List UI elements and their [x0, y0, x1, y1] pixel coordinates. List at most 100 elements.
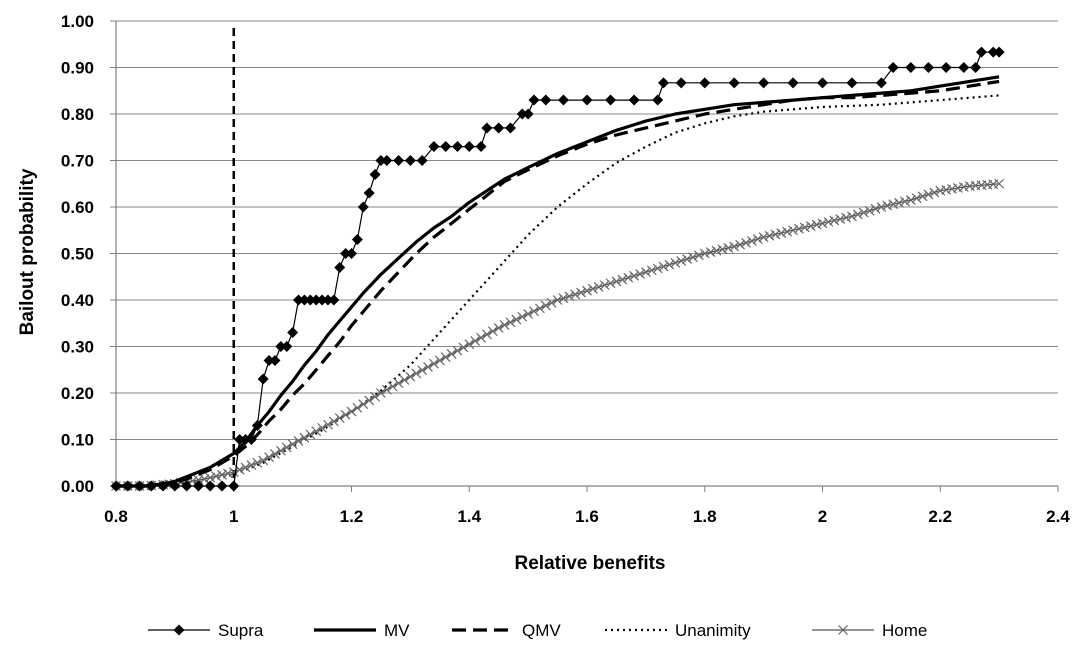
legend-label-home: Home [882, 621, 927, 640]
data-point-x [376, 388, 386, 398]
data-point-diamond [322, 294, 334, 306]
data-point-diamond [204, 480, 216, 492]
data-point-diamond [298, 294, 310, 306]
data-point-diamond [287, 327, 299, 339]
data-point-x [570, 289, 581, 300]
data-point-x [788, 225, 798, 236]
data-point-x [676, 256, 687, 266]
data-point-diamond [346, 248, 357, 259]
data-point-diamond [251, 420, 263, 432]
data-point-x [458, 342, 469, 353]
data-point-x [664, 259, 675, 270]
data-point-x [246, 460, 257, 470]
data-point-diamond [310, 294, 322, 306]
legend-item-mv: MV [314, 621, 410, 640]
data-point-diamond [728, 77, 740, 89]
data-point-diamond [263, 354, 275, 366]
y-axis-title: Bailout probability [17, 168, 38, 335]
data-point-x [864, 205, 875, 216]
data-point-x [228, 467, 239, 477]
data-point-x [994, 178, 1005, 189]
data-point-x [511, 314, 522, 325]
data-point-x [446, 349, 457, 359]
data-point-x [623, 272, 634, 283]
y-tick-label: 0.70 [61, 152, 94, 171]
data-point-diamond [122, 480, 134, 492]
data-point-x [741, 237, 751, 248]
data-point-x [222, 468, 233, 479]
y-tick-label: 0.50 [61, 245, 94, 264]
data-point-x [252, 457, 263, 468]
data-point-x [635, 269, 645, 279]
data-point-diamond [328, 294, 340, 306]
data-point-diamond [875, 77, 887, 89]
data-point-diamond [134, 480, 146, 492]
data-point-x [323, 419, 333, 430]
data-point-x [911, 193, 922, 204]
data-point-x [440, 352, 451, 363]
data-point-diamond [428, 141, 440, 153]
legend-item-qmv: QMV [452, 621, 561, 640]
data-point-x [499, 320, 510, 331]
legend-label-supra: Supra [218, 621, 264, 640]
data-point-x [217, 469, 227, 480]
x-tick-label: 1 [229, 507, 238, 526]
data-point-diamond [493, 122, 505, 134]
data-point-x [829, 215, 840, 226]
data-point-x [888, 199, 899, 210]
data-point-diamond [451, 141, 463, 153]
tick-labels: 0.00 0.10 0.20 0.30 0.40 0.50 0.60 0.70 0.80 0.90… [61, 12, 1070, 526]
data-point-diamond [245, 434, 257, 445]
data-point-x [646, 265, 657, 276]
y-tick-label: 0.30 [61, 338, 94, 357]
data-point-x [405, 371, 416, 382]
data-point-diamond [652, 94, 664, 106]
data-point-x [582, 285, 592, 296]
series-group [110, 46, 1005, 492]
data-point-x [481, 329, 492, 340]
data-point-x [617, 274, 628, 285]
data-point-diamond [192, 480, 204, 492]
data-point-x [564, 291, 575, 302]
data-point-x [576, 287, 587, 298]
data-point-diamond [975, 46, 987, 58]
data-point-x [894, 197, 904, 208]
data-point-diamond [581, 94, 593, 106]
data-point-x [711, 245, 722, 256]
data-point-diamond [351, 234, 363, 246]
data-point-diamond [958, 62, 970, 73]
data-point-x [858, 207, 869, 218]
data-point-x [670, 257, 681, 268]
data-point-x [758, 232, 769, 243]
data-point-diamond [240, 434, 252, 445]
data-point-x [746, 236, 757, 246]
data-point-diamond [970, 62, 982, 73]
data-point-x [364, 395, 375, 406]
data-point-x [340, 409, 351, 420]
x-tick-label: 1.6 [575, 507, 599, 526]
data-point-diamond [381, 155, 393, 166]
series-line-mv [116, 75, 1000, 488]
data-point-diamond [522, 108, 534, 120]
data-point-diamond [817, 77, 828, 89]
series-line-qmv [116, 79, 1000, 488]
data-point-x [693, 250, 704, 261]
data-point-x [240, 462, 251, 473]
data-point-x [552, 295, 563, 305]
data-point-x [505, 317, 516, 328]
data-point-x [275, 445, 286, 456]
data-point-x [805, 221, 816, 231]
data-point-x [264, 452, 274, 463]
y-tick-label: 0.10 [61, 431, 94, 450]
data-point-diamond [216, 480, 228, 492]
data-point-x [523, 309, 534, 319]
data-point-x [900, 196, 910, 207]
data-point-diamond [675, 77, 687, 89]
data-point-diamond [905, 62, 917, 73]
data-point-x [470, 335, 481, 346]
data-point-diamond [181, 480, 193, 492]
data-point-x [517, 311, 528, 322]
legend-item-unanimity: Unanimity [605, 621, 751, 640]
data-point-x [399, 375, 410, 385]
legend-label-unanimity: Unanimity [675, 621, 751, 640]
